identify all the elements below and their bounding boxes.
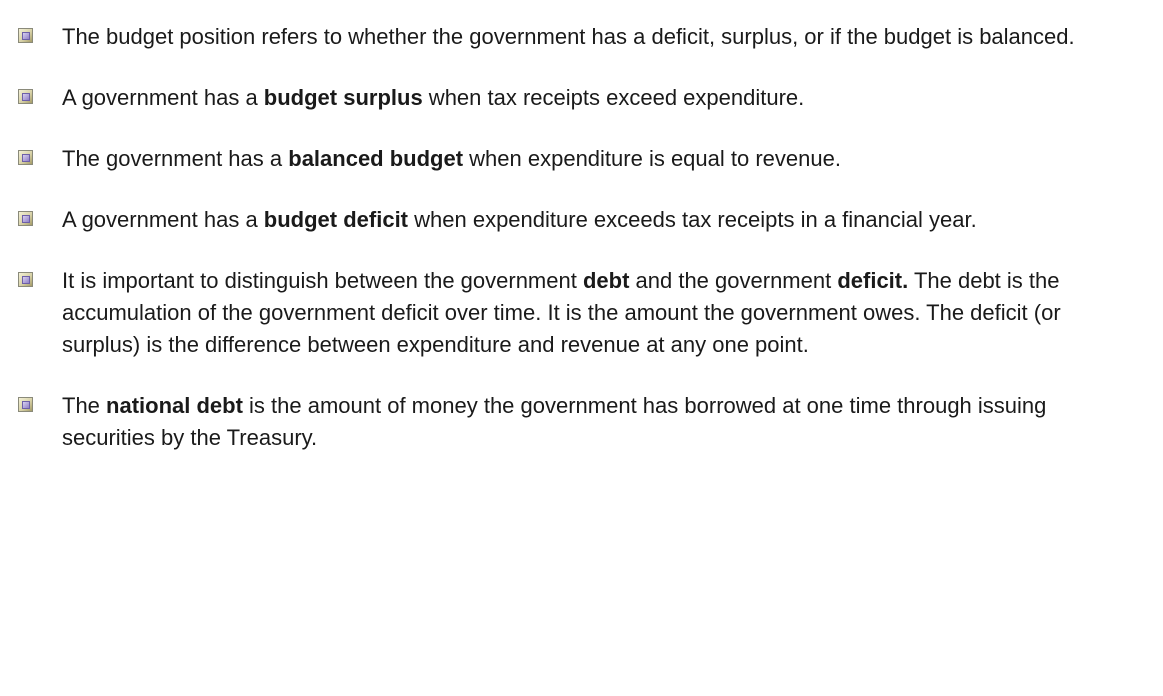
- text-run: A government has a: [62, 207, 264, 232]
- bullet-text: The government has a balanced budget whe…: [62, 146, 841, 171]
- text-run: is the amount of money the government ha…: [62, 393, 1047, 450]
- bullet-icon: [18, 28, 33, 43]
- text-run: and the government: [629, 268, 838, 293]
- bullet-icon: [18, 211, 33, 226]
- bullet-item: It is important to distinguish between t…: [18, 265, 1132, 361]
- text-run: The: [62, 393, 107, 418]
- bold-term: budget surplus: [263, 85, 423, 110]
- text-run: The budget position refers to whether th…: [62, 24, 1075, 49]
- bullet-text: The budget position refers to whether th…: [62, 24, 1075, 49]
- bullet-item: The national debt is the amount of money…: [18, 390, 1132, 454]
- text-run: A government has a: [62, 85, 264, 110]
- text-run: when tax receipts exceed expenditure.: [422, 85, 805, 110]
- bullet-item: A government has a budget surplus when t…: [18, 82, 1132, 114]
- bold-term: deficit.: [837, 268, 909, 293]
- bullet-icon: [18, 150, 33, 165]
- bullet-text: A government has a budget surplus when t…: [62, 85, 804, 110]
- bullet-icon: [18, 89, 33, 104]
- bullet-text: The national debt is the amount of money…: [62, 393, 1046, 450]
- text-run: when expenditure is equal to revenue.: [463, 146, 841, 171]
- bullet-item: The government has a balanced budget whe…: [18, 143, 1132, 175]
- bullet-text: A government has a budget deficit when e…: [62, 207, 977, 232]
- bold-term: debt: [582, 268, 630, 293]
- bullet-icon: [18, 272, 33, 287]
- bullet-icon: [18, 397, 33, 412]
- text-run: The government has a: [62, 146, 289, 171]
- bold-term: balanced budget: [288, 146, 464, 171]
- bullet-item: A government has a budget deficit when e…: [18, 204, 1132, 236]
- text-run: It is important to distinguish between t…: [62, 268, 583, 293]
- bullet-item: The budget position refers to whether th…: [18, 21, 1132, 53]
- bullet-text: It is important to distinguish between t…: [62, 268, 1061, 357]
- bold-term: budget deficit: [263, 207, 409, 232]
- bold-term: national debt: [106, 393, 243, 418]
- text-run: when expenditure exceeds tax receipts in…: [408, 207, 977, 232]
- text-run: The debt is the accumulation of the gove…: [62, 268, 1061, 357]
